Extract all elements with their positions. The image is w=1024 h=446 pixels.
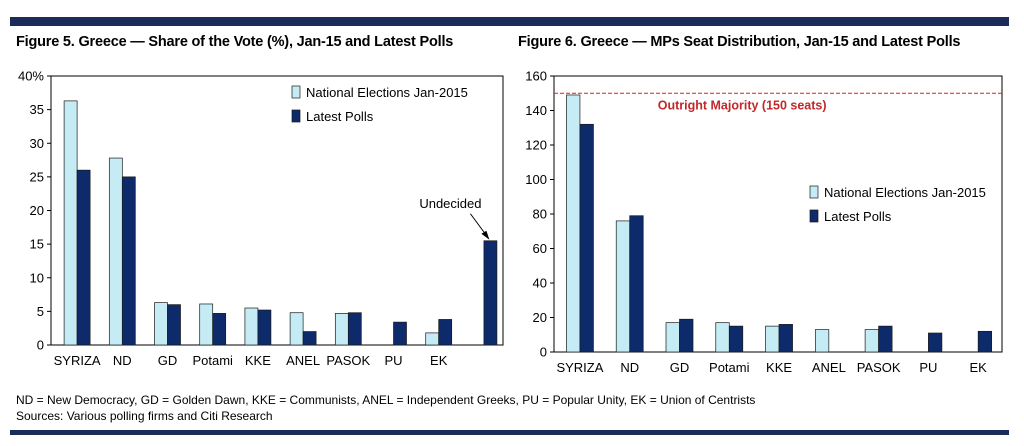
y-tick-label: 80 xyxy=(533,207,547,222)
bar-national xyxy=(566,94,581,353)
bar-latest xyxy=(121,176,136,346)
y-tick-label: 20 xyxy=(533,310,547,325)
annotation-arrowhead xyxy=(481,230,490,240)
bar-national xyxy=(665,322,680,353)
category-label: Potami xyxy=(709,360,750,375)
seat-distribution-chart: 0 20 40 60 80 100 120 140 160 Outright Majority (… xyxy=(525,69,1003,375)
bar-latest xyxy=(167,304,181,346)
figure-6-title: Figure 6. Greece — MPs Seat Distribution… xyxy=(518,34,961,50)
category-label: Potami xyxy=(192,353,233,368)
category-label: ND xyxy=(620,360,639,375)
bar-latest xyxy=(928,332,943,353)
category-label: KKE xyxy=(766,360,792,375)
bar-national xyxy=(864,329,879,353)
category-label: PU xyxy=(919,360,937,375)
category-label: EK xyxy=(969,360,987,375)
sources-note: Sources: Various polling firms and Citi … xyxy=(16,409,273,423)
category-label: SYRIZA xyxy=(54,353,101,368)
y-tick-label: 30 xyxy=(30,136,44,151)
bar-latest xyxy=(393,321,407,346)
bar-national xyxy=(289,312,304,346)
legend-label-latest: Latest Polls xyxy=(824,209,892,224)
bar-national xyxy=(765,325,780,353)
bar-latest xyxy=(679,318,694,353)
category-label: PASOK xyxy=(857,360,901,375)
bar-national xyxy=(615,220,631,353)
abbreviations-note: ND = New Democracy, GD = Golden Dawn, KK… xyxy=(16,393,756,407)
legend-label-latest: Latest Polls xyxy=(306,109,374,124)
bar-latest xyxy=(76,169,91,346)
legend-label-national: National Elections Jan-2015 xyxy=(306,85,468,100)
bar-latest xyxy=(977,330,993,353)
bar-national xyxy=(715,322,730,353)
category-label: EK xyxy=(430,353,448,368)
y-tick-label: 15 xyxy=(30,237,44,252)
legend-swatch-latest xyxy=(291,109,301,123)
category-label: ND xyxy=(113,353,132,368)
bar-latest xyxy=(878,325,893,353)
y-tick-label: 140 xyxy=(525,103,547,118)
y-tick-label: 100 xyxy=(525,172,547,187)
y-tick-label: 60 xyxy=(533,241,547,256)
bar-latest xyxy=(579,123,594,353)
y-tick-label: 10 xyxy=(30,270,44,285)
category-label: GD xyxy=(670,360,690,375)
y-tick-label: 160 xyxy=(525,69,547,84)
bar-latest xyxy=(257,309,272,346)
category-label: ANEL xyxy=(286,353,320,368)
bar-latest xyxy=(302,331,317,346)
y-tick-label: 20 xyxy=(30,203,44,218)
y-tick-label: 120 xyxy=(525,138,547,153)
y-tick-label: 5 xyxy=(37,304,44,319)
category-label: PASOK xyxy=(326,353,370,368)
category-label: PU xyxy=(384,353,402,368)
y-tick-label: 40 xyxy=(533,276,547,291)
y-tick-label: 40% xyxy=(18,69,44,84)
bar-national xyxy=(814,329,830,353)
bar-latest xyxy=(629,215,644,353)
vote-share-chart: 0 5 10 15 20 25 30 35 40% SYRIZA ND GD Potami KKE ANEL… xyxy=(18,69,504,368)
legend-label-national: National Elections Jan-2015 xyxy=(824,185,986,200)
figure-5-title: Figure 5. Greece — Share of the Vote (%)… xyxy=(16,34,454,50)
y-tick-label: 0 xyxy=(37,338,44,353)
y-tick-label: 35 xyxy=(30,102,44,117)
bottom-rule xyxy=(10,430,1009,435)
bar-latest xyxy=(483,240,498,346)
bar-latest xyxy=(347,312,362,346)
legend-swatch-latest xyxy=(809,209,819,223)
y-tick-label: 0 xyxy=(540,345,547,360)
category-label: GD xyxy=(158,353,178,368)
category-label: ANEL xyxy=(812,360,846,375)
bar-latest xyxy=(728,325,744,353)
category-label: SYRIZA xyxy=(556,360,603,375)
category-label: KKE xyxy=(245,353,271,368)
bar-latest xyxy=(438,319,453,346)
bar-latest xyxy=(778,324,793,353)
majority-label: Outright Majority (150 seats) xyxy=(658,98,827,112)
bar-latest xyxy=(212,313,227,346)
legend-swatch-national xyxy=(809,185,819,199)
y-tick-label: 25 xyxy=(30,169,44,184)
legend-swatch-national xyxy=(291,85,301,99)
top-rule xyxy=(10,17,1009,26)
undecided-annotation: Undecided xyxy=(419,196,481,211)
